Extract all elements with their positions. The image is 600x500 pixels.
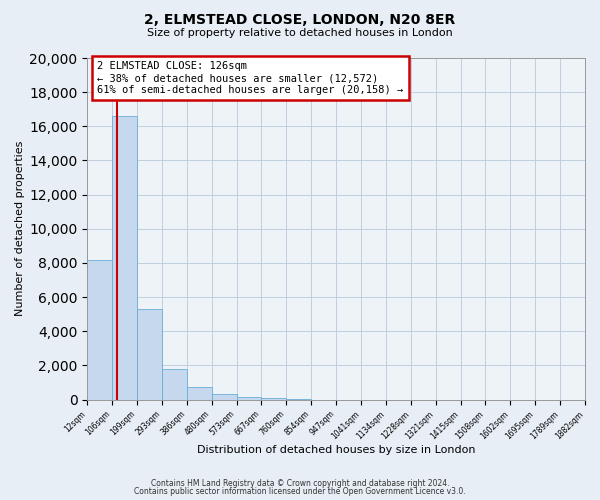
Bar [112, 116, 137, 400]
Bar [212, 394, 236, 400]
Bar [262, 398, 286, 400]
Text: Size of property relative to detached houses in London: Size of property relative to detached ho… [147, 28, 453, 38]
Bar [286, 398, 311, 400]
Bar [187, 386, 212, 400]
X-axis label: Distribution of detached houses by size in London: Distribution of detached houses by size … [197, 445, 475, 455]
Text: 2 ELMSTEAD CLOSE: 126sqm
← 38% of detached houses are smaller (12,572)
61% of se: 2 ELMSTEAD CLOSE: 126sqm ← 38% of detach… [97, 62, 403, 94]
Y-axis label: Number of detached properties: Number of detached properties [15, 141, 25, 316]
Bar [87, 260, 112, 400]
Bar [162, 369, 187, 400]
Text: Contains HM Land Registry data © Crown copyright and database right 2024.: Contains HM Land Registry data © Crown c… [151, 478, 449, 488]
Bar [137, 309, 162, 400]
Bar [236, 397, 262, 400]
Text: Contains public sector information licensed under the Open Government Licence v3: Contains public sector information licen… [134, 487, 466, 496]
Text: 2, ELMSTEAD CLOSE, LONDON, N20 8ER: 2, ELMSTEAD CLOSE, LONDON, N20 8ER [145, 12, 455, 26]
